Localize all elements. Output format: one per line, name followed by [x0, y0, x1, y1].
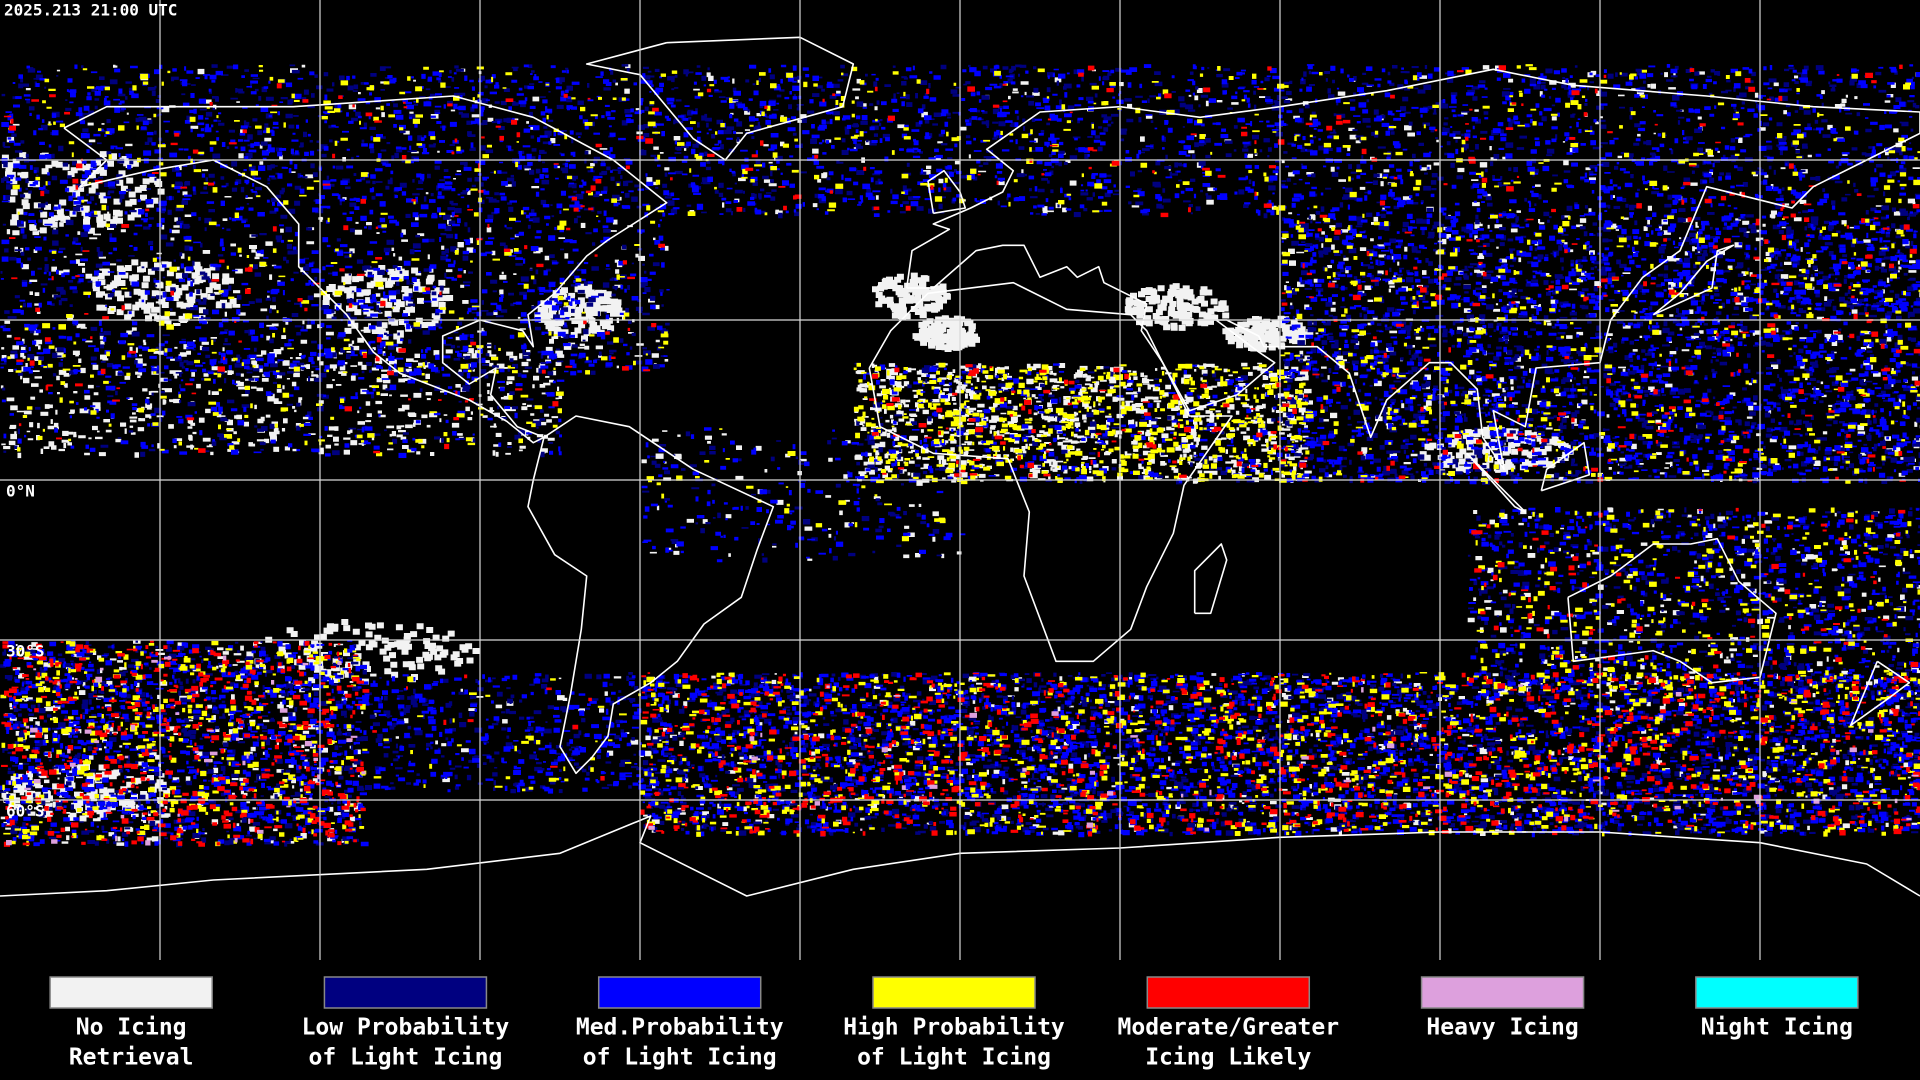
legend-label: Night Icing — [1701, 1015, 1853, 1041]
legend-label: Heavy Icing — [1426, 1015, 1578, 1041]
latitude-label: 0°N — [6, 482, 35, 501]
legend-swatch — [1695, 976, 1859, 1009]
legend-swatch — [872, 976, 1036, 1009]
legend-label: Moderate/Greater — [1118, 1015, 1340, 1041]
legend-label: of Light Icing — [857, 1045, 1051, 1071]
latitude-label: 30°S — [6, 642, 45, 661]
legend-label: No Icing — [76, 1015, 187, 1041]
latitude-labels: 0°N 30°S 60°S — [6, 482, 45, 821]
coastline — [1849, 660, 1911, 727]
coastline — [905, 68, 1920, 471]
legend-label: Low Probability — [302, 1015, 510, 1041]
latitude-label: 60°S — [6, 802, 45, 821]
legend-swatch — [49, 976, 213, 1009]
legend-label: Retrieval — [69, 1045, 194, 1071]
legend-swatch — [1146, 976, 1311, 1009]
legend-swatch — [323, 976, 488, 1009]
legend-label: High Probability — [843, 1015, 1065, 1041]
graticule — [0, 0, 1920, 960]
coastline — [1652, 244, 1735, 316]
legend-label: Med.Probability — [576, 1015, 784, 1041]
coastline — [0, 815, 1920, 897]
coastline — [527, 415, 775, 775]
coastline — [1567, 537, 1777, 684]
coastline — [1193, 543, 1228, 615]
legend: No Icing Retrieval Low Probability of Light… — [49, 976, 1859, 1071]
legend-swatch — [597, 976, 762, 1009]
coastline — [868, 281, 1233, 663]
coastlines — [0, 36, 1920, 897]
legend-label: Icing Likely — [1145, 1045, 1311, 1071]
legend-label: of Light Icing — [308, 1045, 502, 1071]
legend-label: of Light Icing — [583, 1045, 777, 1071]
timestamp: 2025.213 21:00 UTC — [4, 1, 177, 20]
legend-swatch — [1420, 976, 1585, 1009]
